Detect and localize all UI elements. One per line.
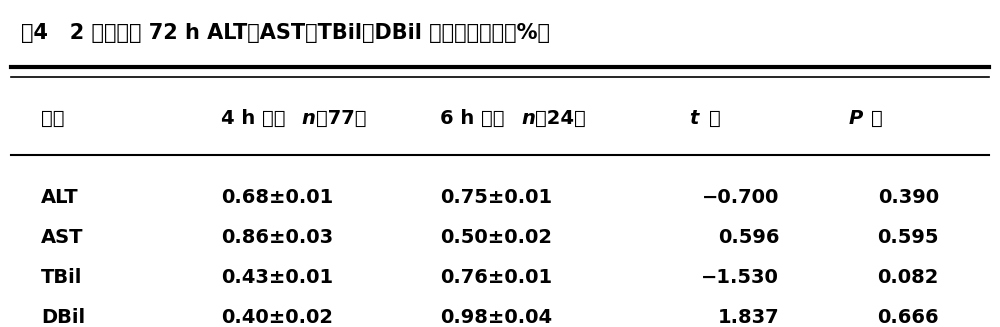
Text: ALT: ALT: [41, 188, 79, 207]
Text: 4 h 组（: 4 h 组（: [221, 109, 285, 128]
Text: 表4   2 组治疗后 72 h ALT、AST、TBil、DBil 反弹幅度比较（%）: 表4 2 组治疗后 72 h ALT、AST、TBil、DBil 反弹幅度比较（…: [21, 23, 550, 43]
Text: DBil: DBil: [41, 308, 85, 327]
Text: 0.596: 0.596: [718, 228, 779, 248]
Text: 值: 值: [709, 109, 721, 128]
Text: 指标: 指标: [41, 109, 65, 128]
Text: n: n: [521, 109, 535, 128]
Text: 0.86±0.03: 0.86±0.03: [221, 228, 333, 248]
Text: 6 h 组（: 6 h 组（: [440, 109, 505, 128]
Text: 0.595: 0.595: [877, 228, 939, 248]
Text: 1.837: 1.837: [718, 308, 779, 327]
Text: 0.98±0.04: 0.98±0.04: [440, 308, 552, 327]
Text: 0.390: 0.390: [878, 188, 939, 207]
Text: 0.40±0.02: 0.40±0.02: [221, 308, 333, 327]
Text: 0.082: 0.082: [877, 268, 939, 287]
Text: 0.43±0.01: 0.43±0.01: [221, 268, 333, 287]
Text: t: t: [689, 109, 699, 128]
Text: −0.700: −0.700: [702, 188, 779, 207]
Text: TBil: TBil: [41, 268, 83, 287]
Text: 0.50±0.02: 0.50±0.02: [440, 228, 552, 248]
Text: ＝77）: ＝77）: [316, 109, 366, 128]
Text: n: n: [302, 109, 315, 128]
Text: ＝24）: ＝24）: [535, 109, 586, 128]
Text: −1.530: −1.530: [701, 268, 779, 287]
Text: 0.75±0.01: 0.75±0.01: [440, 188, 552, 207]
Text: 0.68±0.01: 0.68±0.01: [221, 188, 333, 207]
Text: 值: 值: [871, 109, 883, 128]
Text: AST: AST: [41, 228, 84, 248]
Text: 0.666: 0.666: [877, 308, 939, 327]
Text: P: P: [849, 109, 863, 128]
Text: 0.76±0.01: 0.76±0.01: [440, 268, 552, 287]
